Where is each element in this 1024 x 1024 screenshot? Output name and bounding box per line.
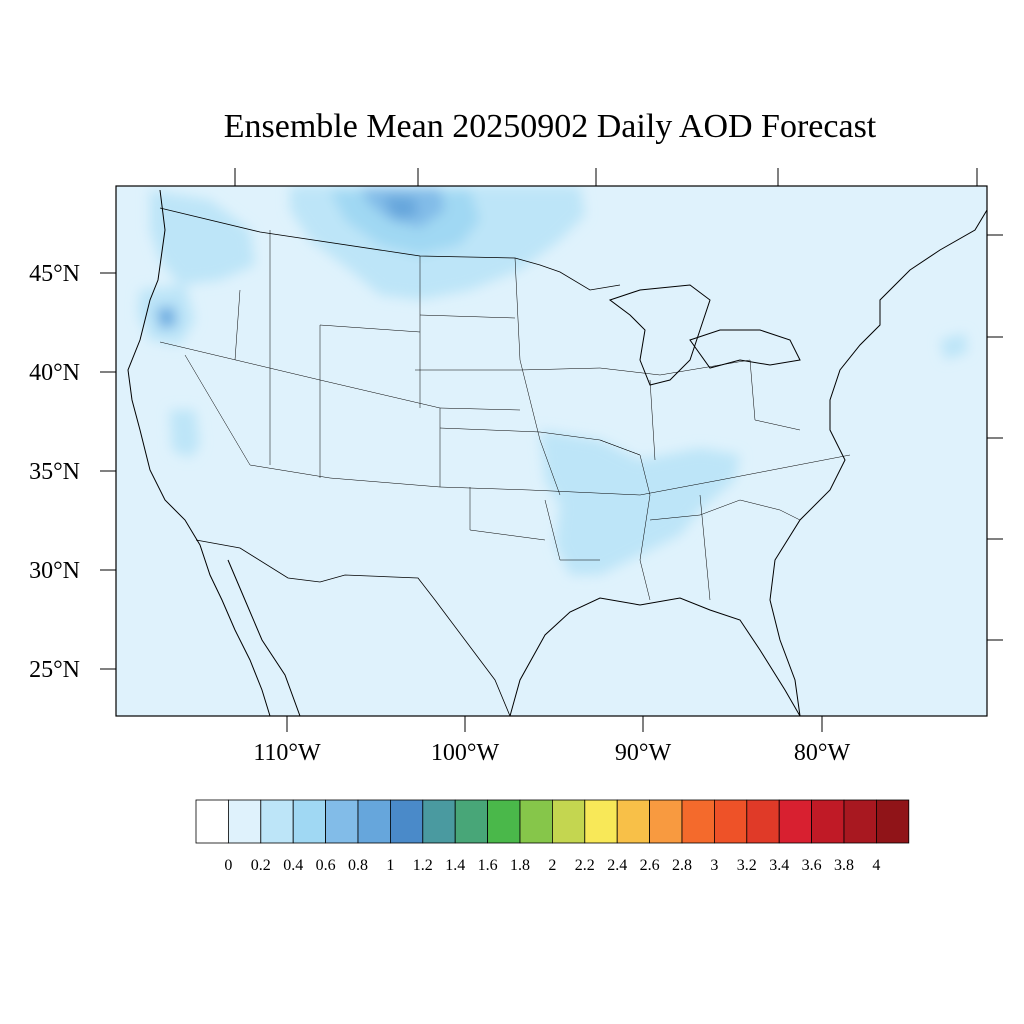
lat-label-30: 30°N [29,558,80,584]
right-ticks [987,234,1003,641]
colorbar-swatch [422,799,456,844]
colorbar-swatch [487,799,521,844]
colorbar-swatch [519,799,553,844]
colorbar-swatch [584,799,618,844]
colorbar-label: 1.4 [445,857,465,874]
aod-plumes [138,186,968,575]
lon-label-100w: 100°W [431,740,500,766]
colorbar-swatch [649,799,683,844]
colorbar-label: 0.2 [251,857,271,874]
lat-label-45: 45°N [29,261,80,287]
top-ticks [234,168,978,186]
colorbar-label: 1.6 [478,857,498,874]
bottom-ticks [286,716,823,732]
colorbar-label: 3.8 [834,857,854,874]
colorbar-label: 0.4 [283,857,303,874]
colorbar-label: 0.8 [348,857,368,874]
colorbar-label: 3 [710,857,718,874]
colorbar-swatch [552,799,586,844]
colorbar-label: 0.6 [316,857,336,874]
colorbar-swatch [616,799,651,844]
colorbar-swatch [681,799,715,844]
colorbar-swatch [389,799,424,844]
borders [127,189,987,716]
colorbar-label: 1.8 [510,857,530,874]
colorbar-swatch [714,799,748,844]
colorbar-swatch [292,799,327,844]
lat-labels: 45°N 40°N 35°N 30°N 25°N [29,261,80,683]
lon-labels: 110°W 100°W 90°W 80°W [253,740,850,766]
colorbar-label: 2.2 [575,857,595,874]
colorbar [195,799,910,844]
colorbar-swatch [325,799,359,844]
colorbar-label: 2 [548,857,556,874]
colorbar-swatch [778,799,813,844]
lat-label-35: 35°N [29,459,80,485]
colorbar-label: 2.8 [672,857,692,874]
colorbar-label: 1.2 [413,857,433,874]
colorbar-swatch [876,799,910,844]
lon-label-110w: 110°W [253,740,321,766]
lat-label-25: 25°N [29,657,80,683]
colorbar-swatch [195,799,229,844]
colorbar-label: 4 [872,857,880,874]
lon-label-90w: 90°W [615,740,672,766]
map-frame [115,185,988,717]
colorbar-label: 3.4 [769,857,789,874]
colorbar-label: 1 [386,857,394,874]
colorbar-swatch [454,799,489,844]
left-ticks [100,272,116,670]
colorbar-swatch [227,799,262,844]
colorbar-label: 3.2 [737,857,757,874]
colorbar-label: 3.6 [802,857,822,874]
lat-label-40: 40°N [29,360,80,386]
colorbar-label: 2.4 [607,857,627,874]
map-title: Ensemble Mean 20250902 Daily AOD Forecas… [223,108,877,145]
colorbar-label: 0 [224,857,232,874]
colorbar-label: 2.6 [640,857,660,874]
colorbar-swatch [843,799,877,844]
colorbar-swatch [357,799,391,844]
lon-label-80w: 80°W [794,740,851,766]
colorbar-swatch [746,799,780,844]
colorbar-labels: 0 0.2 0.4 0.6 0.8 1 1.2 1.4 1.6 1.8 2 2.2 2.4 2.6 2.8 3… [224,857,880,874]
colorbar-swatch [260,799,294,844]
colorbar-swatch [811,799,845,844]
